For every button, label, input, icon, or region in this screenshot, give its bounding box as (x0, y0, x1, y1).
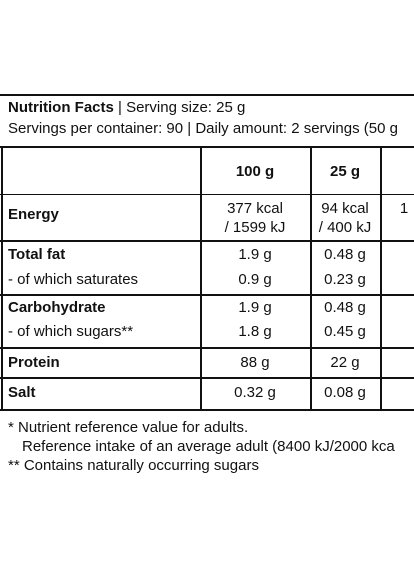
rule (0, 294, 414, 296)
rule (0, 347, 414, 349)
col-rule (310, 147, 312, 410)
cell: 1 (399, 200, 409, 217)
rule (0, 377, 414, 379)
cell: 0.48 g (324, 299, 366, 316)
cell: 0.23 g (324, 271, 366, 288)
cell: 1.8 g (238, 323, 272, 340)
cell: 1.9 g (238, 299, 272, 316)
row-label: - of which sugars** (8, 323, 134, 340)
row-label: - of which saturates (8, 271, 139, 288)
column-header: 25 g (329, 163, 361, 180)
row-label: Protein (8, 354, 60, 371)
footnote: * Nutrient reference value for adults. (8, 419, 249, 436)
cell: 0.48 g (324, 246, 366, 263)
cell: 22 g (330, 354, 360, 371)
cell: 1.9 g (238, 246, 272, 263)
cell: 0.9 g (238, 271, 272, 288)
title: Nutrition Facts (8, 99, 114, 116)
col-rule (200, 147, 202, 410)
cell: 94 kcal / 400 kJ (318, 200, 372, 236)
rule (0, 94, 414, 96)
header-line: Nutrition Facts | Serving size: 25 g (8, 98, 245, 117)
rule (0, 146, 414, 148)
col-rule (1, 147, 3, 410)
row-label: Salt (8, 384, 36, 401)
rule (0, 194, 414, 195)
col-rule (380, 147, 382, 410)
footnote: ** Contains naturally occurring sugars (8, 457, 259, 474)
rule (0, 409, 414, 411)
row-label: Energy (8, 206, 59, 223)
rule (0, 240, 414, 242)
cell: 0.32 g (234, 384, 276, 401)
serving: | Serving size: 25 g (118, 99, 246, 116)
column-header: 100 g (235, 163, 275, 180)
cell: 0.08 g (324, 384, 366, 401)
row-label: Carbohydrate (8, 299, 106, 316)
cell: 377 kcal / 1599 kJ (224, 200, 286, 236)
cell: 88 g (240, 354, 270, 371)
cell: 0.45 g (324, 323, 366, 340)
footnote: Reference intake of an average adult (84… (22, 438, 395, 455)
servings-line: Servings per container: 90 | Daily amoun… (8, 120, 398, 137)
row-label: Total fat (8, 246, 66, 263)
